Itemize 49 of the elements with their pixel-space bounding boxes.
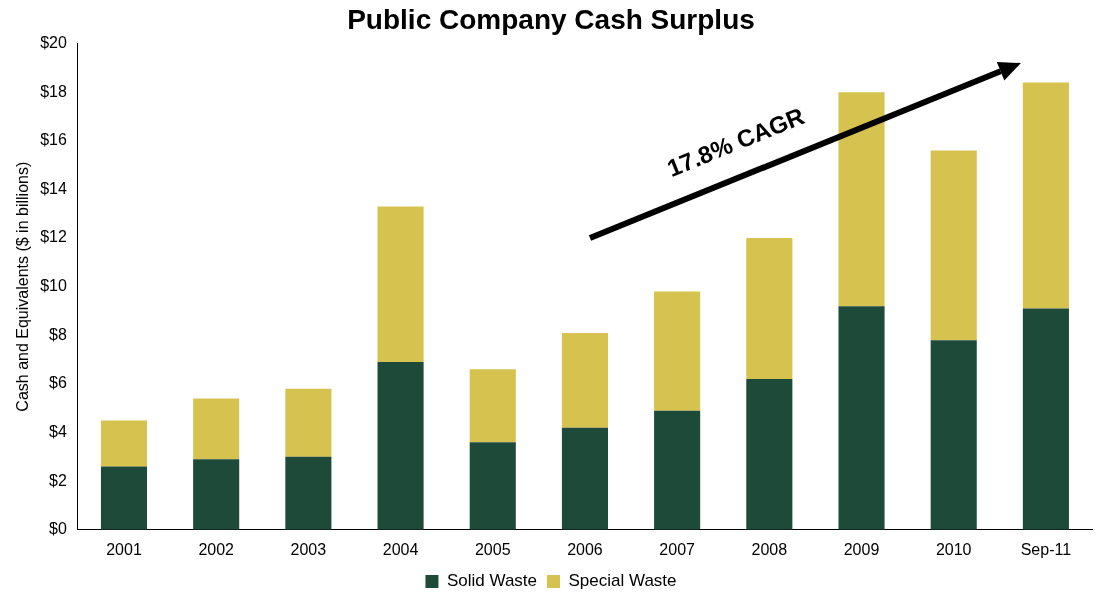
y-axis-title: Cash and Equivalents ($ in billions) [14, 161, 32, 412]
bar [746, 238, 793, 380]
bar [193, 459, 240, 530]
bar [285, 456, 332, 530]
bar [838, 306, 885, 530]
bar [469, 442, 516, 530]
x-tick-label: 2006 [567, 540, 603, 558]
legend-label: Solid Waste [446, 571, 538, 591]
bar [654, 291, 701, 411]
y-tick-label: $4 [49, 422, 67, 440]
bar [377, 362, 424, 530]
x-tick-label: 2003 [290, 540, 327, 558]
y-tick-label: $10 [40, 277, 67, 295]
bar [100, 466, 148, 530]
x-tick-label: 2009 [843, 540, 880, 558]
bar [1022, 82, 1069, 309]
y-tick-label: $12 [40, 228, 67, 246]
bar [838, 92, 885, 307]
bar [561, 332, 608, 428]
x-tick-label: 2007 [659, 540, 696, 558]
y-tick-label: $14 [40, 179, 67, 197]
y-tick-label: $0 [49, 520, 67, 538]
bar [377, 206, 424, 363]
y-tick-label: $20 [40, 34, 67, 52]
x-tick-label: 2005 [474, 540, 511, 558]
y-tick-label: $6 [49, 374, 67, 392]
bar [193, 398, 240, 460]
x-tick-label: 2004 [382, 540, 419, 558]
x-tick-label: 2002 [198, 540, 235, 558]
legend-label: Special Waste [568, 571, 677, 591]
bar [746, 379, 793, 530]
bar [930, 340, 977, 530]
chart-title: Public Company Cash Surplus [347, 3, 755, 35]
bar [100, 420, 148, 467]
x-tick-label: 2010 [935, 540, 972, 558]
bar [561, 427, 608, 530]
y-tick-label: $2 [49, 471, 67, 489]
bar [469, 369, 516, 443]
bar [285, 388, 332, 457]
x-tick-label: 2008 [751, 540, 788, 558]
x-tick-label: Sep-11 [1020, 540, 1072, 558]
x-tick-label: 2001 [106, 540, 142, 558]
bar [1022, 308, 1069, 530]
bar [930, 150, 977, 341]
y-tick-label: $18 [40, 82, 67, 100]
y-tick-label: $8 [49, 325, 67, 343]
annotation: 17.8% CAGR [663, 102, 808, 182]
y-tick-label: $16 [40, 131, 67, 149]
bar [654, 410, 701, 530]
